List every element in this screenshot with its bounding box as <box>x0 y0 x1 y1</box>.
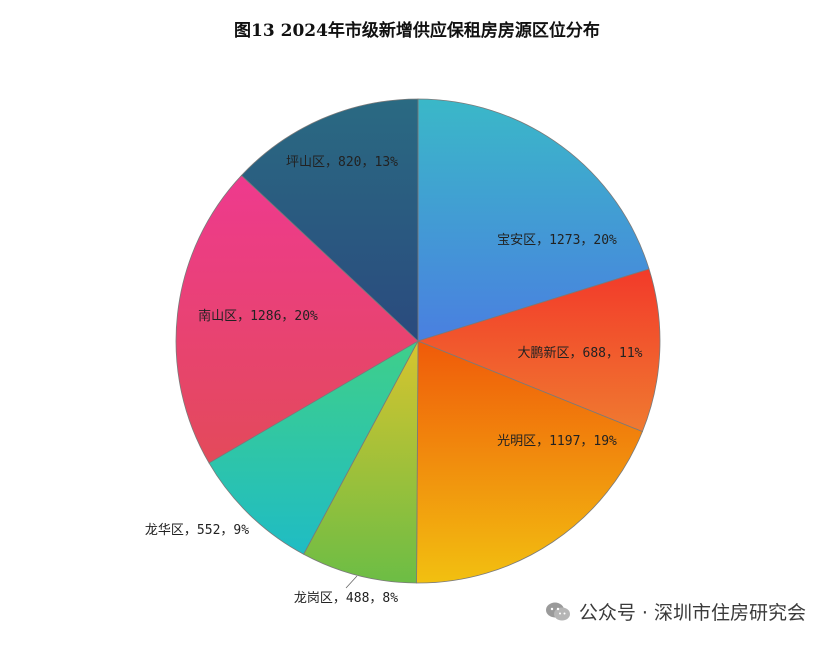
pie-slice-4 <box>303 340 419 584</box>
slice-label-4: 龙岗区，488，8% <box>294 591 398 606</box>
watermark-text: 公众号 · 深圳市住房研究会 <box>578 602 806 624</box>
slice-label-6: 南山区，1286，20% <box>198 308 318 324</box>
pie-slices <box>175 98 661 584</box>
pie-slice-6 <box>175 174 419 464</box>
slice-label-3: 光明区，1197，19% <box>497 434 617 449</box>
slice-label-1: 宝安区，1273，20% <box>497 233 617 248</box>
chart-title: 图13 2024年市级新增供应保租房房源区位分布 <box>234 20 600 41</box>
pie-slice-5 <box>208 339 420 555</box>
pie-slice-2 <box>416 268 661 433</box>
slice-label-5: 龙华区，552，9% <box>145 523 249 538</box>
leader-line-longgang <box>345 575 358 589</box>
pie-slice-3 <box>416 340 643 584</box>
wechat-icon <box>545 602 570 620</box>
slice-label-2: 大鹏新区，688，11% <box>518 345 643 361</box>
pie-slice-1 <box>417 98 650 342</box>
pie-slice-7 <box>240 98 419 342</box>
leader-lines <box>345 575 358 589</box>
slice-labels: 宝安区，1273，20% 大鹏新区，688，11% 光明区，1197，19% 龙岗区，… <box>145 155 643 606</box>
watermark: 公众号 · 深圳市住房研究会 <box>545 598 806 625</box>
slice-label-7: 坪山区，820，13% <box>286 155 398 170</box>
